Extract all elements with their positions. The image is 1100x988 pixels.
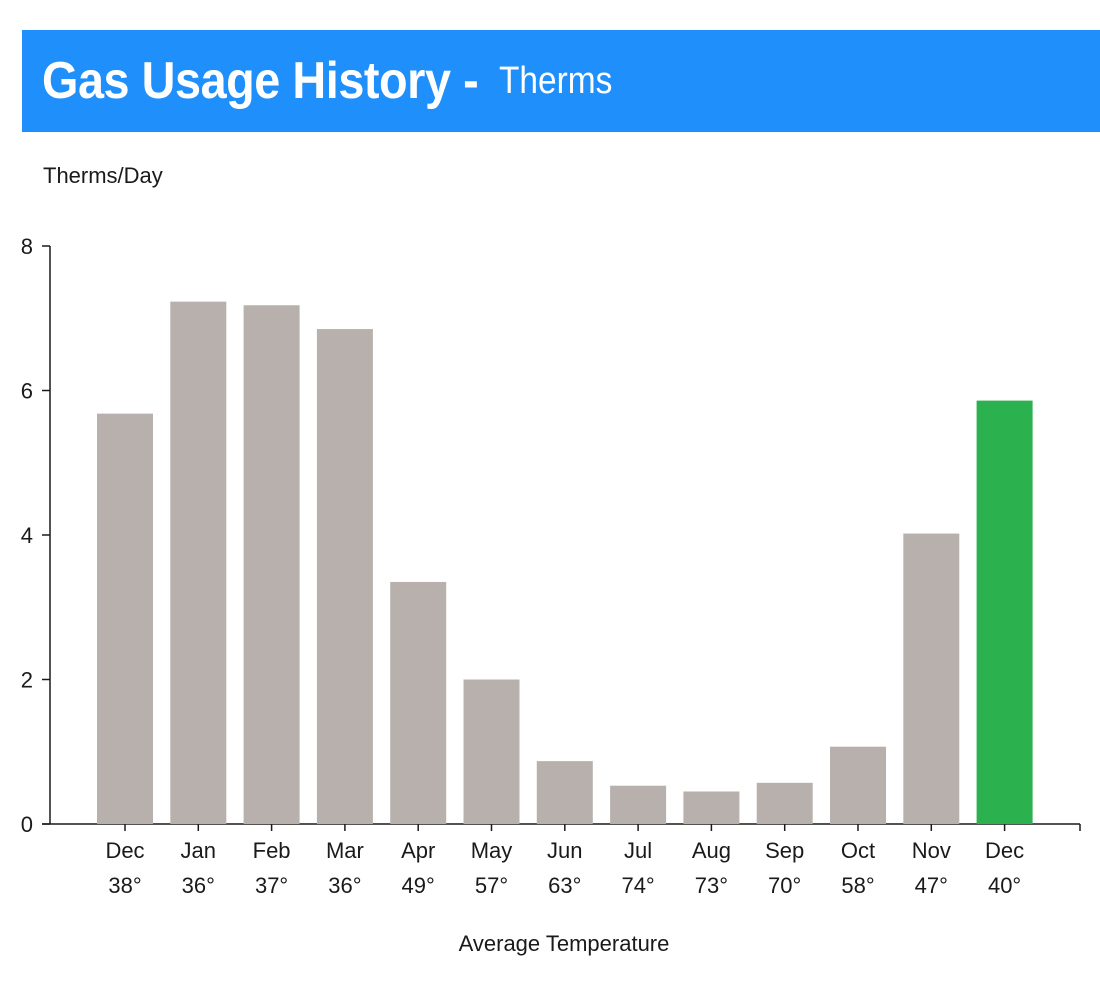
bar xyxy=(976,400,1033,824)
y-tick-label: 0 xyxy=(21,812,33,837)
x-temperature-label: 73° xyxy=(695,873,728,898)
x-category-label: Aug xyxy=(692,838,731,863)
bar xyxy=(316,329,373,824)
x-temperature-label: 38° xyxy=(108,873,141,898)
x-category-label: Feb xyxy=(253,838,291,863)
x-temperature-label: 49° xyxy=(402,873,435,898)
x-temperature-label: 36° xyxy=(328,873,361,898)
y-tick-label: 2 xyxy=(21,668,33,693)
x-temperature-label: 74° xyxy=(621,873,654,898)
bar xyxy=(903,533,960,824)
bar xyxy=(97,413,153,824)
y-ticks: 0 2 4 6 8 xyxy=(21,234,50,837)
chart-title-banner: Gas Usage History - Therms xyxy=(22,30,1100,132)
bar xyxy=(610,785,667,824)
bar xyxy=(463,679,520,824)
x-category-label: Jun xyxy=(547,838,582,863)
x-category-label: Nov xyxy=(912,838,951,863)
x-category-label: Jul xyxy=(624,838,652,863)
bar xyxy=(536,761,593,824)
x-category-label: Oct xyxy=(841,838,875,863)
chart-title: Gas Usage History - xyxy=(42,52,479,110)
x-category-label: Jan xyxy=(181,838,216,863)
x-category-label: Mar xyxy=(326,838,364,863)
x-category-label: Dec xyxy=(105,838,144,863)
bar xyxy=(243,305,300,824)
x-category-label: Dec xyxy=(985,838,1024,863)
bar xyxy=(830,746,886,824)
y-axis-label: Therms/Day xyxy=(43,163,163,188)
y-tick-label: 4 xyxy=(21,523,33,548)
x-temperature-label: 63° xyxy=(548,873,581,898)
chart-subtitle: Therms xyxy=(498,59,613,102)
x-category-label: May xyxy=(471,838,513,863)
bar xyxy=(170,301,227,824)
y-tick-label: 8 xyxy=(21,234,33,259)
bar xyxy=(756,782,813,824)
x-temperature-label: 57° xyxy=(475,873,508,898)
y-tick-label: 6 xyxy=(21,379,33,404)
bar xyxy=(390,581,447,824)
x-temperature-label: 47° xyxy=(915,873,948,898)
x-axis-label: Average Temperature xyxy=(459,931,670,956)
x-category-label: Apr xyxy=(401,838,435,863)
x-category-label: Sep xyxy=(765,838,804,863)
bars xyxy=(97,301,1033,824)
x-temperature-label: 40° xyxy=(988,873,1021,898)
bar xyxy=(683,791,740,824)
x-temperature-label: 70° xyxy=(768,873,801,898)
x-temperature-label: 36° xyxy=(182,873,215,898)
x-temperature-label: 58° xyxy=(841,873,874,898)
x-categories: Dec 38° Jan 36° Feb 37° Mar 36° Apr 49° May 57° Jun 6… xyxy=(105,824,1081,898)
x-temperature-label: 37° xyxy=(255,873,288,898)
